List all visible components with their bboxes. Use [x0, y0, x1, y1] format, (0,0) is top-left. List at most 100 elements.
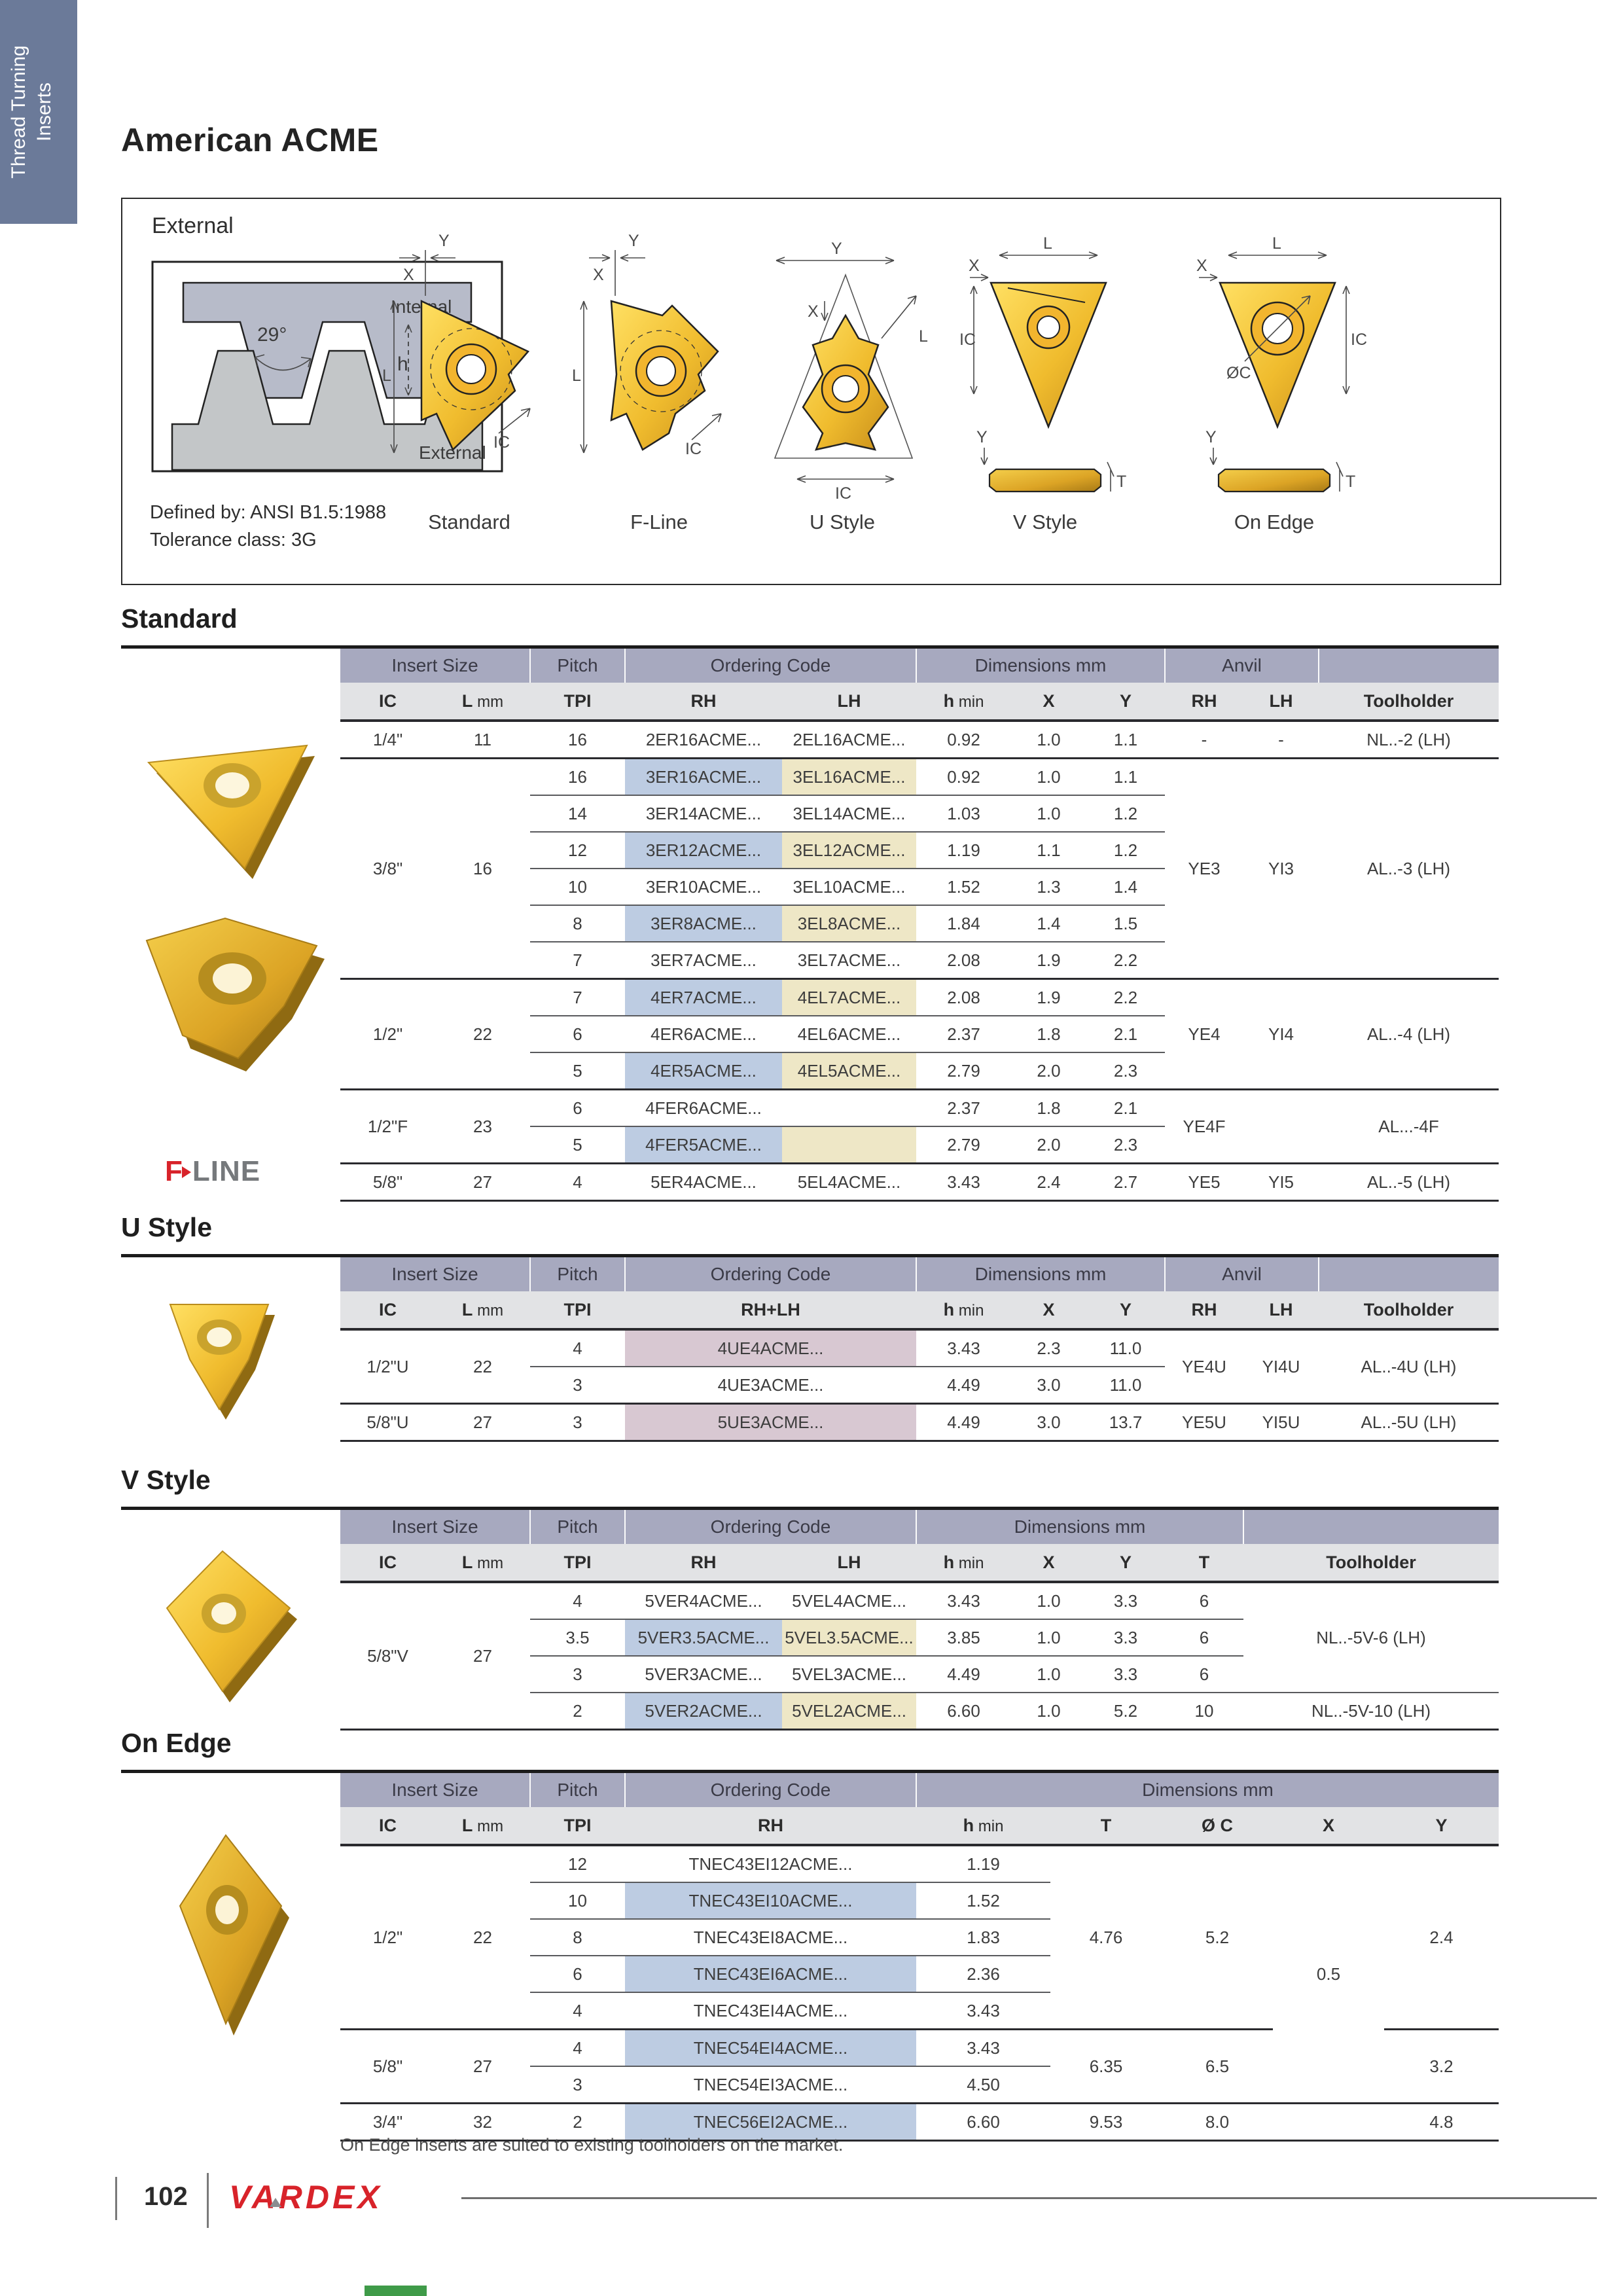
table-cell: 5ER4ACME...	[625, 1163, 782, 1202]
column-header: TPI	[530, 1544, 625, 1583]
page-number: 102	[144, 2182, 188, 2211]
table-cell: YE4U	[1165, 1329, 1243, 1405]
table-cell: 2.37	[916, 1016, 1011, 1053]
column-header: RH+LH	[625, 1291, 916, 1331]
table-cell: 4ER5ACME...	[625, 1052, 782, 1090]
table-cell: 2.0	[1011, 1126, 1086, 1164]
section-rule	[121, 1254, 1499, 1257]
fline-logo-line: LINE	[192, 1155, 261, 1187]
standard-insert-drawing: X Y L IC	[382, 232, 531, 454]
onedge-insert-drawing: L X ØC IC Y T	[1196, 234, 1367, 493]
svg-text:X: X	[808, 302, 819, 321]
column-header: IC	[340, 683, 435, 722]
table-cell: 0.92	[916, 721, 1011, 759]
table-cell: 5VEL4ACME...	[782, 1582, 916, 1620]
table-cell: 6.60	[916, 1693, 1011, 1731]
svg-text:IC: IC	[1351, 331, 1367, 349]
table-cell: 27	[435, 1163, 530, 1202]
table-row: 2 5VER2ACME... 5VEL2ACME... 6.60 1.0 5.2 10 NL.…	[340, 1693, 1499, 1731]
table-cell: AL..-4U (LH)	[1319, 1329, 1499, 1405]
table-cell: 2ER16ACME...	[625, 721, 782, 759]
column-header: X	[1011, 683, 1086, 722]
style-diagram-onedge: L X ØC IC Y T On Edge	[1179, 217, 1369, 548]
column-header: Ø C	[1162, 1807, 1273, 1846]
sidebar-tab-thread-turning-inserts[interactable]: Thread Turning Inserts	[0, 0, 77, 224]
column-header: TPI	[530, 1291, 625, 1331]
group-header: Ordering Code	[624, 1257, 916, 1291]
group-header	[1318, 1257, 1499, 1291]
style-label-standard: Standard	[428, 511, 510, 533]
table-cell: 5UE3ACME...	[625, 1403, 916, 1442]
table-cell: YE4	[1165, 978, 1243, 1090]
table-cell: 5VER2ACME...	[625, 1693, 782, 1731]
group-header: Insert Size	[340, 649, 530, 683]
table-cell: 3ER7ACME...	[625, 942, 782, 980]
table-row: 5/8"U 27 3 5UE3ACME... 4.49 3.0 13.7 YE5U YI5U AL…	[340, 1403, 1499, 1442]
table-cell: TNEC43EI8ACME...	[625, 1919, 916, 1956]
column-header: Y	[1086, 1544, 1165, 1583]
column-header: h min	[916, 683, 1011, 722]
svg-text:L: L	[382, 367, 391, 385]
section-rule	[121, 1770, 1499, 1773]
group-header: Insert Size	[340, 1257, 530, 1291]
table-cell: 2.4	[1384, 1845, 1499, 2030]
table-cell: 3EL7ACME...	[782, 942, 916, 980]
table-cell: 3.43	[916, 1992, 1050, 2030]
table-cell: 2.36	[916, 1956, 1050, 1993]
column-header: TPI	[530, 1807, 625, 1846]
table-cell: 4EL6ACME...	[782, 1016, 916, 1053]
table-cell: NL..-2 (LH)	[1319, 721, 1499, 759]
table-cell: 1.4	[1011, 905, 1086, 942]
table-cell: 4	[530, 2029, 625, 2067]
table-cell: 5VER3.5ACME...	[625, 1619, 782, 1657]
group-header: Pitch	[529, 1773, 625, 1807]
table-cell: 1.3	[1011, 869, 1086, 906]
table-cell: 4.50	[916, 2066, 1050, 2104]
sidebar-tab-label: Thread Turning Inserts	[8, 45, 55, 179]
table-cell: 1/2"	[340, 978, 435, 1090]
table-cell: 1.2	[1086, 795, 1165, 833]
table-cell: 16	[530, 758, 625, 796]
column-header: h min	[916, 1807, 1050, 1846]
table-cell: 4.8	[1384, 2103, 1499, 2142]
column-header: L mm	[435, 1291, 530, 1331]
table-cell: 4EL5ACME...	[782, 1052, 916, 1090]
table-cell: 5VEL3.5ACME...	[782, 1619, 916, 1657]
fline-logo-arrow-icon	[181, 1166, 191, 1178]
table-row: 5/8" 27 4 TNEC54EI4ACME... 3.43 6.35 6.5 3.2	[340, 2029, 1499, 2104]
group-header: Dimensions mm	[916, 649, 1165, 683]
table-cell: 16	[435, 758, 530, 980]
footer-rule	[461, 2197, 1597, 2199]
table-cell: 27	[435, 2029, 530, 2104]
table-cell: 3.3	[1086, 1582, 1165, 1620]
table-cell: 2.79	[916, 1052, 1011, 1090]
section-heading-vstyle: V Style	[121, 1465, 211, 1495]
profile-h-label: h	[397, 353, 408, 375]
table-cell	[782, 1089, 916, 1127]
table-cell: -	[1243, 721, 1319, 759]
svg-text:T: T	[1116, 473, 1126, 491]
table-cell: 2EL16ACME...	[782, 721, 916, 759]
column-header: IC	[340, 1291, 435, 1331]
table-cell: 1.9	[1011, 942, 1086, 980]
table-row: 3 5VER3ACME... 5VEL3ACME... 4.49 1.0 3.3 6	[340, 1656, 1499, 1693]
table-row: 8 TNEC43EI8ACME... 1.83	[340, 1919, 1499, 1956]
style-label-vstyle: V Style	[1012, 511, 1078, 533]
column-header: Y	[1384, 1807, 1499, 1846]
column-header: T	[1050, 1807, 1162, 1846]
column-header: RH	[1165, 1291, 1243, 1331]
table-cell: 3/8"	[340, 758, 435, 980]
table-cell: 3ER8ACME...	[625, 905, 782, 942]
table-cell: 1.0	[1011, 721, 1086, 759]
table-cell: 1.1	[1086, 721, 1165, 759]
table-cell: 3.3	[1086, 1656, 1165, 1693]
table-cell: 7	[530, 978, 625, 1016]
table-row: 3 4UE3ACME... 4.49 3.0 11.0	[340, 1367, 1499, 1405]
onedge-table: Insert Size Pitch Ordering Code Dimensions …	[340, 1773, 1499, 2142]
table-cell: TNEC54EI4ACME...	[625, 2029, 916, 2067]
table-cell: 8	[530, 905, 625, 942]
table-cell: 1.2	[1086, 832, 1165, 869]
column-header: RH	[625, 683, 782, 722]
svg-text:L: L	[572, 367, 581, 385]
table-cell: AL..-5U (LH)	[1319, 1403, 1499, 1442]
